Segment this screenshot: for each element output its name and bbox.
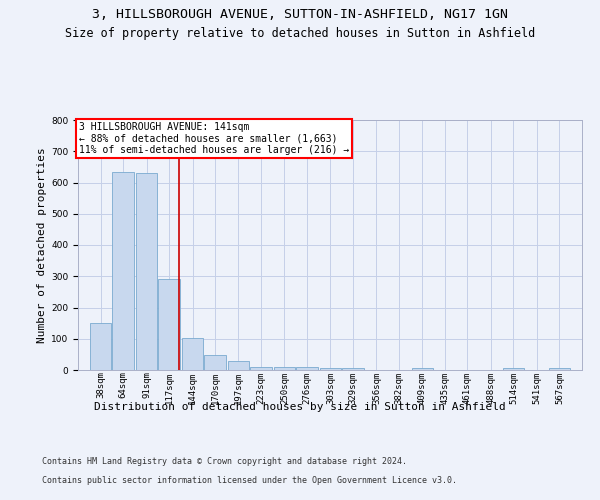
Bar <box>548 368 570 370</box>
Text: 3, HILLSBOROUGH AVENUE, SUTTON-IN-ASHFIELD, NG17 1GN: 3, HILLSBOROUGH AVENUE, SUTTON-IN-ASHFIE… <box>92 8 508 20</box>
Bar <box>412 368 433 370</box>
Bar <box>90 323 112 370</box>
Bar <box>274 367 295 370</box>
Bar <box>250 367 272 370</box>
Bar <box>342 368 364 370</box>
Bar <box>112 172 134 370</box>
Text: Contains HM Land Registry data © Crown copyright and database right 2024.: Contains HM Land Registry data © Crown c… <box>42 458 407 466</box>
Text: Contains public sector information licensed under the Open Government Licence v3: Contains public sector information licen… <box>42 476 457 485</box>
Bar <box>204 356 226 370</box>
Bar <box>296 367 318 370</box>
Y-axis label: Number of detached properties: Number of detached properties <box>37 147 47 343</box>
Bar <box>158 280 180 370</box>
Bar <box>227 360 250 370</box>
Text: Distribution of detached houses by size in Sutton in Ashfield: Distribution of detached houses by size … <box>94 402 506 412</box>
Bar <box>320 368 341 370</box>
Text: Size of property relative to detached houses in Sutton in Ashfield: Size of property relative to detached ho… <box>65 28 535 40</box>
Bar <box>182 338 203 370</box>
Bar <box>136 173 157 370</box>
Text: 3 HILLSBOROUGH AVENUE: 141sqm
← 88% of detached houses are smaller (1,663)
11% o: 3 HILLSBOROUGH AVENUE: 141sqm ← 88% of d… <box>79 122 349 155</box>
Bar <box>503 368 524 370</box>
